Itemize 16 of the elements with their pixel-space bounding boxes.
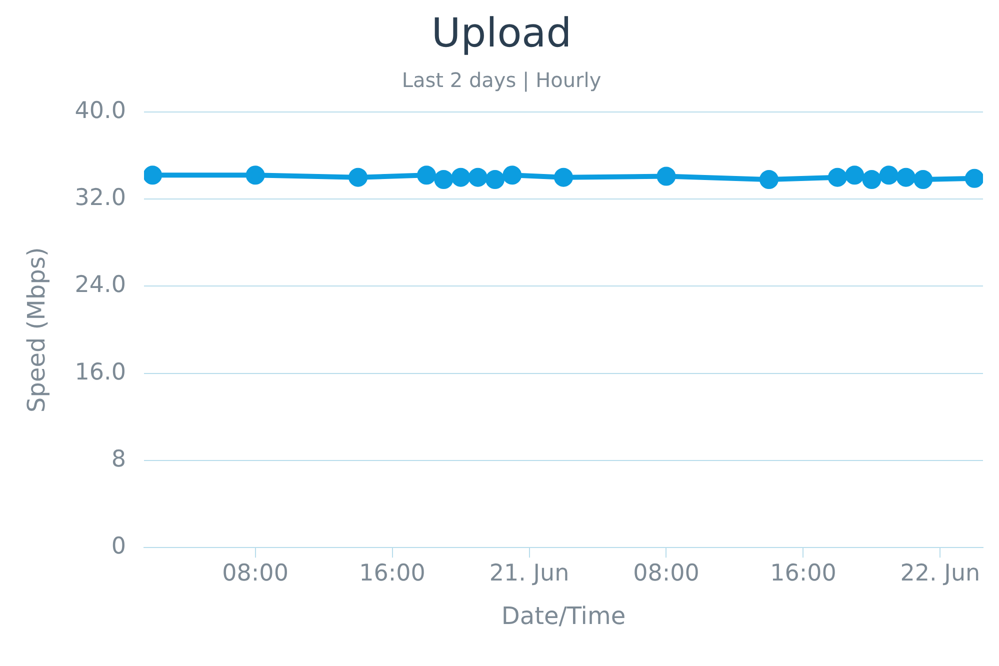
chart-title: Upload [431, 10, 572, 56]
x-tick-label: 22. Jun [900, 560, 980, 586]
y-axis-title: Speed (Mbps) [22, 247, 51, 412]
chart-subtitle: Last 2 days | Hourly [402, 68, 602, 92]
x-axis-title: Date/Time [501, 602, 626, 630]
x-tick-label: 08:00 [633, 560, 700, 586]
y-tick-label: 16.0 [74, 359, 126, 386]
y-tick-label: 40.0 [74, 98, 126, 124]
x-tick-label: 08:00 [222, 560, 288, 586]
x-tick-label: 21. Jun [489, 560, 570, 586]
y-tick-label: 24.0 [74, 272, 126, 298]
y-tick-label: 8 [111, 446, 126, 472]
x-tick-label: 16:00 [770, 560, 836, 586]
x-tick-label: 16:00 [359, 560, 426, 586]
y-tick-label: 32.0 [74, 185, 126, 212]
y-tick-label: 0 [111, 534, 126, 560]
